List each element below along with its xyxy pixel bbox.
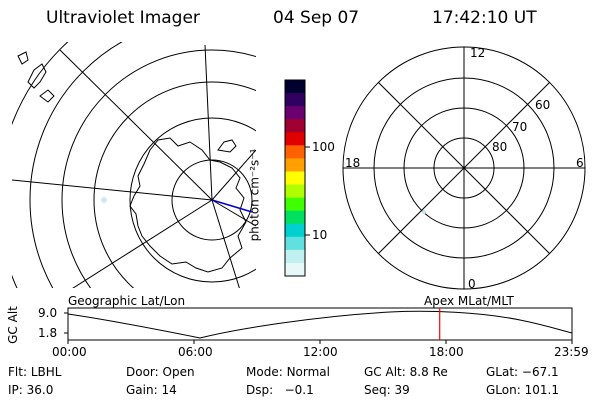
- mlat-70-label: 70: [512, 120, 528, 134]
- dsp-field: Dsp: −0.1: [246, 383, 314, 397]
- altitude-ytick-1-8: 1.8: [38, 326, 58, 340]
- mode-field: Mode: Normal: [246, 365, 330, 379]
- glat-value: −67.1: [521, 365, 559, 379]
- door-field: Door: Open: [126, 365, 195, 379]
- colorbar-band: [285, 210, 305, 225]
- gcalt-field: GC Alt: 8.8 Re: [364, 365, 448, 379]
- mlt-18-label: 18: [345, 156, 361, 170]
- mlat-80-label: 80: [492, 140, 508, 154]
- xtick-1800: 18:00: [429, 345, 464, 359]
- colorbar-band: [285, 197, 305, 212]
- apex-label: Apex MLat/MLT: [424, 294, 514, 308]
- colorbar-band: [285, 119, 305, 133]
- xtick-0000: 00:00: [52, 345, 87, 359]
- geographic-label: Geographic Lat/Lon: [68, 294, 186, 308]
- colorbar-band: [285, 236, 305, 251]
- flt-field: Flt: LBHL: [8, 365, 62, 379]
- mlt-0-label: 0: [468, 277, 476, 291]
- altitude-ylabel: GC Alt: [5, 306, 20, 344]
- date-label: 04 Sep 07: [273, 8, 360, 28]
- colorbar-band: [285, 184, 305, 199]
- colorbar-band: [285, 93, 305, 107]
- colorbar-band: [285, 262, 305, 277]
- seq-field: Seq: 39: [364, 383, 410, 397]
- mlt-12-label: 12: [470, 46, 486, 60]
- glat-field: GLat: −67.1: [486, 365, 559, 379]
- glon-field: GLon: 101.1: [486, 383, 559, 397]
- colorbar-tick-100: 100: [312, 140, 335, 154]
- dsp-value: −0.1: [284, 383, 314, 397]
- door-value: Open: [162, 365, 195, 379]
- geographic-map: [12, 42, 256, 288]
- gain-value: 14: [161, 383, 177, 397]
- antarctica-coastline: [129, 137, 247, 273]
- colorbar-tick-10: 10: [312, 228, 328, 242]
- colorbar-band: [285, 145, 305, 159]
- flt-value: LBHL: [30, 365, 62, 379]
- glon-value: 101.1: [524, 383, 559, 397]
- colorbar-band: [285, 158, 305, 172]
- colorbar: [285, 80, 305, 277]
- ip-field: IP: 36.0: [8, 383, 54, 397]
- ip-value: 36.0: [26, 383, 54, 397]
- colorbar-band: [285, 106, 305, 120]
- time-label: 17:42:10 UT: [432, 8, 537, 28]
- colorbar-unit-label: photon cm⁻²s⁻¹: [247, 148, 262, 242]
- xtick-0600: 06:00: [178, 345, 213, 359]
- mode-value: Normal: [286, 365, 330, 379]
- colorbar-band: [285, 223, 305, 238]
- xtick-1200: 12:00: [303, 345, 338, 359]
- apex-polar-plot: [342, 46, 586, 290]
- altitude-ytick-9: 9.0: [38, 306, 58, 320]
- altitude-curve: [67, 310, 573, 339]
- colorbar-band: [285, 132, 305, 146]
- colorbar-band: [285, 171, 305, 186]
- colorbar-band: [285, 80, 305, 94]
- xtick-2359: 23:59: [554, 345, 589, 359]
- mlt-6-label: 6: [576, 156, 584, 170]
- gain-field: Gain: 14: [126, 383, 177, 397]
- mlat-60-label: 60: [535, 98, 551, 112]
- instrument-title: Ultraviolet Imager: [46, 8, 200, 28]
- gcalt-value: 8.8 Re: [409, 365, 448, 379]
- altitude-plot: [64, 307, 573, 344]
- seq-value: 39: [394, 383, 410, 397]
- colorbar-band: [285, 249, 305, 264]
